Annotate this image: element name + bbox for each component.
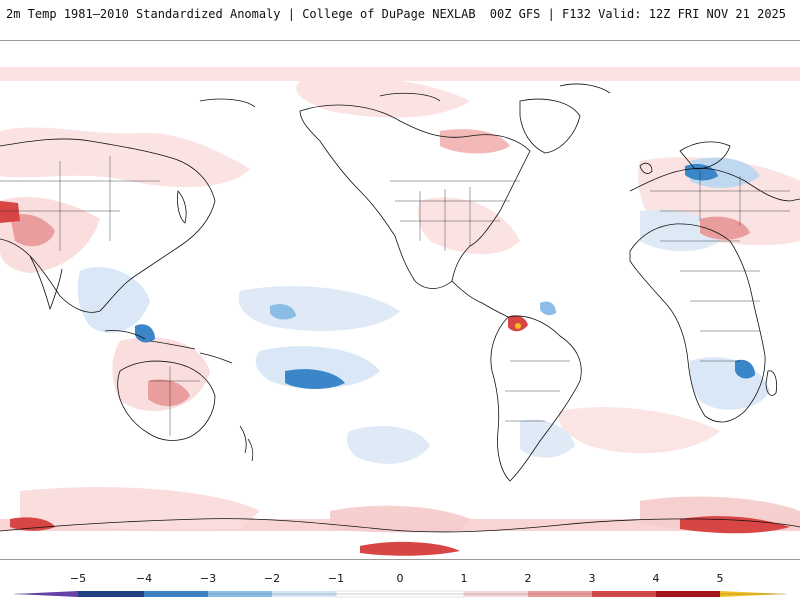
cool-anomaly-argentina — [520, 419, 575, 458]
europe-coast — [629, 167, 800, 202]
antarctica-coast — [0, 518, 800, 533]
cool-core-east-africa — [735, 359, 755, 379]
colorbar-label: 5 — [716, 572, 724, 585]
colorbar-label: −4 — [135, 572, 153, 585]
map-canvas — [0, 41, 800, 559]
colorbar-label: 3 — [588, 572, 596, 585]
india-coast — [29, 255, 63, 311]
warm-anomaly-south-atlantic — [558, 407, 720, 454]
warm-core-australia — [148, 379, 190, 407]
anomaly-map[interactable] — [0, 40, 800, 560]
model-run-info: 00Z GFS | F132 Valid: 12Z FRI NOV 21 202… — [489, 7, 786, 21]
header: 2m Temp 1981–2010 Standardized Anomaly |… — [0, 0, 800, 28]
political-borders — [0, 156, 790, 436]
cool-anomaly-south-pacific-2 — [346, 426, 430, 464]
colorbar-label: 2 — [524, 572, 532, 585]
cool-anomaly-maritime-continent — [77, 267, 150, 333]
colorbar-svg — [14, 590, 786, 598]
warm-anomaly-arctic-ocean — [296, 77, 470, 118]
cool-anomaly-central-pacific — [238, 286, 400, 331]
colorbar-label: −5 — [69, 572, 87, 585]
colorbar-label: 0 — [396, 572, 404, 585]
madagascar-coast — [765, 370, 777, 396]
cool-core-hawaii — [270, 304, 296, 320]
warm-core-antarctica-east — [680, 516, 790, 534]
cool-core-south-pacific — [285, 369, 345, 389]
map-title: 2m Temp 1981–2010 Standardized Anomaly |… — [6, 7, 476, 21]
japan-coast — [177, 190, 187, 224]
indonesia-coast — [104, 330, 233, 364]
uk-scandinavia-coast — [639, 141, 731, 174]
colorbar-label: 1 — [460, 572, 468, 585]
africa-borders — [660, 240, 760, 362]
coastlines — [0, 83, 800, 533]
cool-core-philippines — [135, 324, 155, 343]
warm-anomaly-east-us — [418, 197, 520, 255]
warm-core-antarctica — [360, 541, 460, 556]
south-america-borders — [505, 360, 570, 422]
cool-core-caribbean — [540, 301, 556, 316]
asia-borders — [0, 156, 160, 251]
warm-anomaly-antarctic-ross — [330, 505, 470, 533]
greenland-coast — [519, 98, 581, 154]
cool-core-norway — [685, 164, 718, 181]
extreme-warm-spot — [515, 323, 521, 329]
colorbar-label: −1 — [327, 572, 345, 585]
central-america-coast — [451, 280, 509, 318]
warm-anomaly-siberia — [0, 127, 250, 188]
eurasia-borders — [650, 171, 790, 226]
colorbar-label: −3 — [199, 572, 217, 585]
arctic-islands-coast — [199, 83, 611, 108]
warm-core-arabia — [0, 201, 20, 223]
warm-core-middle-east — [700, 216, 750, 240]
arctic-band-warm — [0, 67, 800, 81]
north-america-coast — [299, 104, 531, 289]
africa-coast — [629, 223, 766, 423]
colorbar-label: 4 — [652, 572, 660, 585]
colorbar: −5 −4 −3 −2 −1 0 1 2 3 4 5 — [0, 568, 800, 600]
anomaly-shading-strong — [0, 129, 790, 556]
south-america-coast — [490, 315, 582, 482]
colorbar-label: −2 — [263, 572, 281, 585]
new-zealand-coast — [239, 425, 254, 462]
us-state-lines — [390, 180, 520, 251]
australia-borders — [150, 366, 200, 436]
asia-coast — [0, 138, 216, 313]
warm-core-pakistan — [10, 214, 55, 247]
australia-coast — [117, 360, 216, 441]
